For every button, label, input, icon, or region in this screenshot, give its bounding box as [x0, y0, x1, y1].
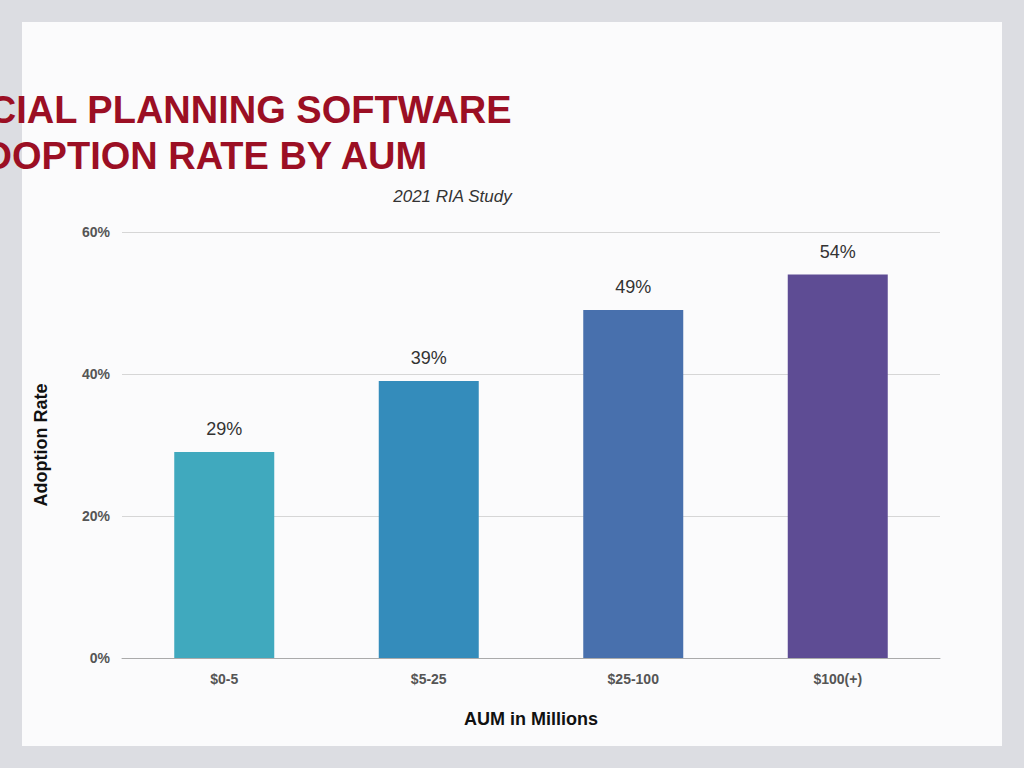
svg-text:29%: 29% [206, 419, 242, 439]
svg-text:Adoption Rate: Adoption Rate [31, 384, 51, 507]
svg-text:0%: 0% [90, 650, 111, 666]
svg-text:49%: 49% [615, 277, 651, 297]
svg-text:20%: 20% [82, 508, 111, 524]
svg-text:$25-100: $25-100 [608, 671, 660, 687]
svg-text:FINANCIAL PLANNING SOFTWARE: FINANCIAL PLANNING SOFTWARE [0, 89, 512, 131]
svg-text:$5-25: $5-25 [411, 671, 447, 687]
svg-text:AUM in Millions: AUM in Millions [464, 709, 598, 729]
svg-text:$100(+): $100(+) [813, 671, 862, 687]
svg-text:40%: 40% [82, 366, 111, 382]
svg-text:60%: 60% [82, 224, 111, 240]
svg-text:ADOPTION RATE BY AUM: ADOPTION RATE BY AUM [0, 135, 427, 177]
svg-text:54%: 54% [820, 242, 856, 262]
svg-text:$0-5: $0-5 [210, 671, 238, 687]
svg-text:2021 RIA Study: 2021 RIA Study [392, 187, 513, 206]
svg-text:39%: 39% [411, 348, 447, 368]
